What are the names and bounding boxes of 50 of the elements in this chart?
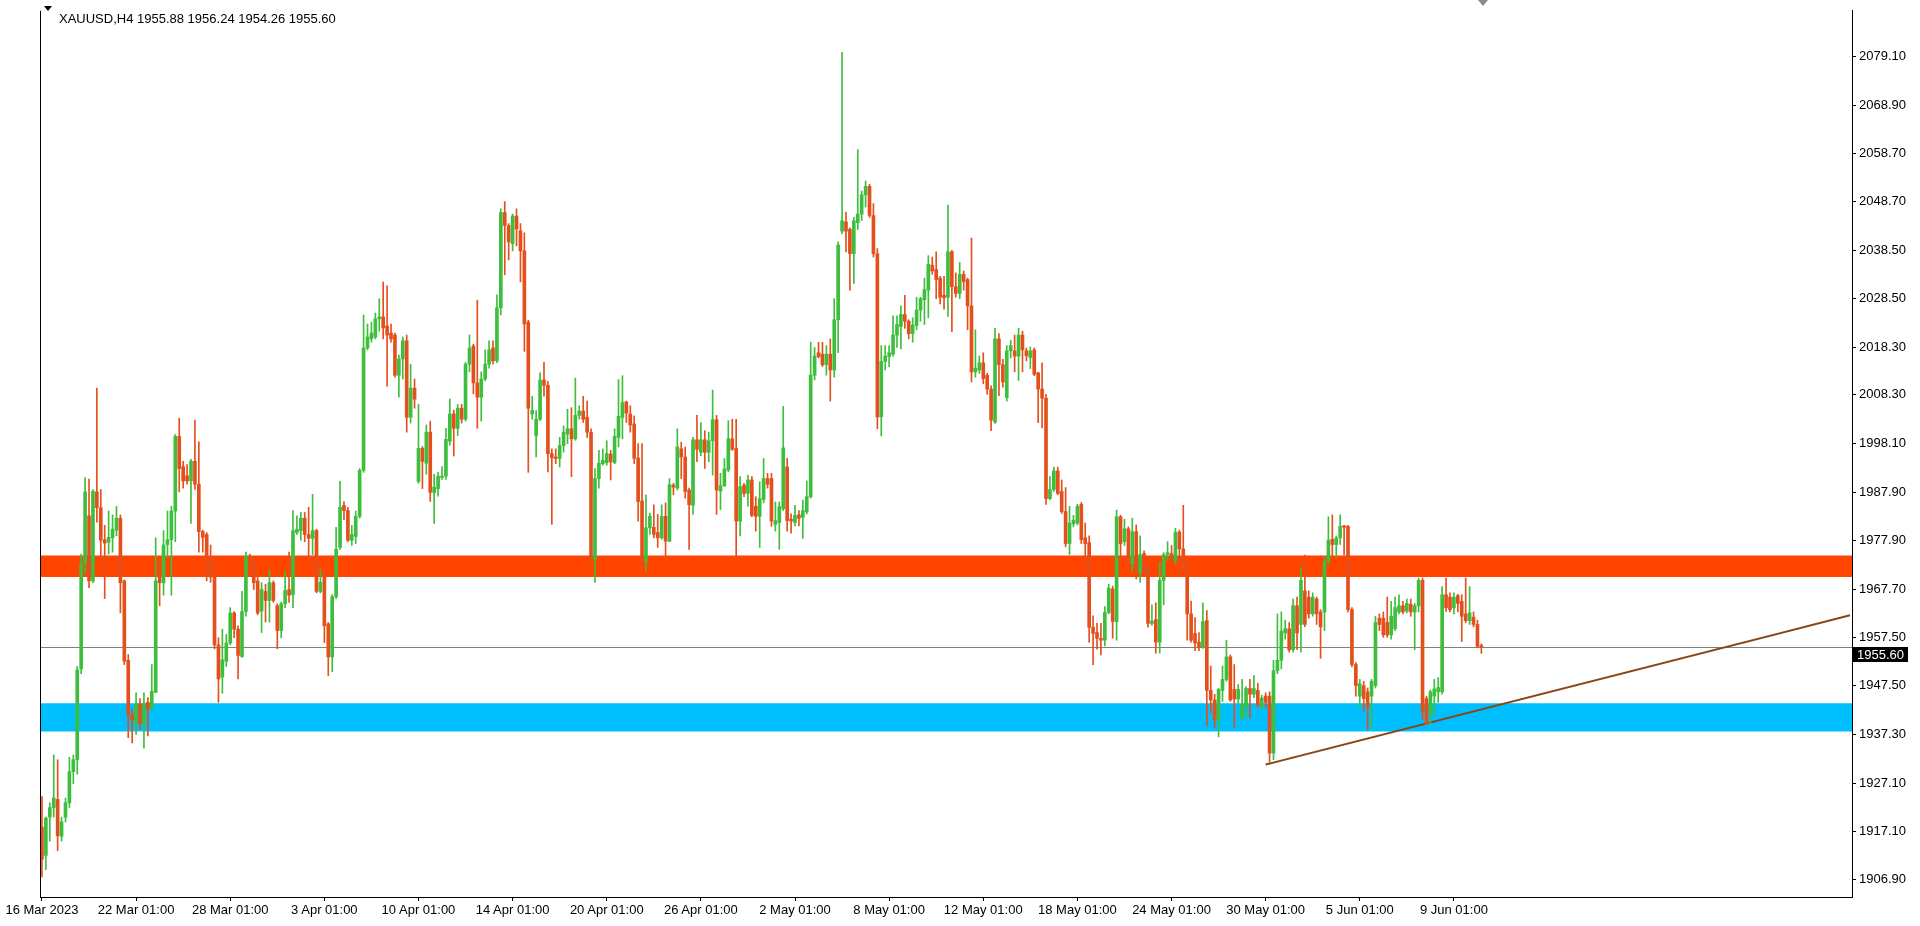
ref-line-label: 1955.60 xyxy=(1857,646,1904,662)
candlestick xyxy=(287,551,291,603)
x-tick-label: 24 May 01:00 xyxy=(1132,902,1211,918)
x-tick-label: 10 Apr 01:00 xyxy=(381,902,456,918)
x-tick-label: 9 Jun 01:00 xyxy=(1419,902,1488,918)
x-tick-label: 26 Apr 01:00 xyxy=(664,902,738,918)
candlestick xyxy=(475,299,480,429)
y-tick-label: 1906.90 xyxy=(1859,871,1906,887)
candlestick xyxy=(432,473,436,524)
x-tick-label: 16 Mar 2023 xyxy=(5,902,79,918)
x-tick-label: 20 Apr 01:00 xyxy=(569,902,644,918)
y-tick-label: 1937.30 xyxy=(1859,725,1906,741)
candlestick xyxy=(1330,514,1335,558)
candlestick xyxy=(385,285,389,387)
candlestick xyxy=(146,697,150,737)
y-tick-label: 2028.50 xyxy=(1859,289,1906,305)
y-tick-label: 1967.70 xyxy=(1859,580,1906,596)
candlestick xyxy=(942,275,946,310)
x-tick-label: 3 Apr 01:00 xyxy=(291,902,358,918)
y-tick-label: 2008.30 xyxy=(1859,386,1906,402)
y-tick-label: 1998.10 xyxy=(1859,435,1906,451)
y-tick-label: 2048.70 xyxy=(1859,193,1906,209)
candlestick xyxy=(840,52,844,234)
candlestick xyxy=(1099,623,1103,656)
y-tick-label: 2018.30 xyxy=(1859,338,1906,354)
y-tick-label: 1987.90 xyxy=(1859,483,1906,499)
x-tick-label: 12 May 01:00 xyxy=(943,902,1023,918)
candlestick xyxy=(1248,679,1252,719)
x-tick-label: 8 May 01:00 xyxy=(853,902,925,918)
y-tick-label: 1917.10 xyxy=(1859,822,1906,838)
y-tick-label: 2038.50 xyxy=(1859,241,1906,257)
x-tick-label: 28 Mar 01:00 xyxy=(191,902,269,918)
candlestick xyxy=(934,251,939,300)
x-tick-label: 22 Mar 01:00 xyxy=(97,902,175,918)
y-tick-label: 1977.90 xyxy=(1859,531,1906,547)
y-tick-label: 2079.10 xyxy=(1859,47,1906,63)
x-tick-label: 5 Jun 01:00 xyxy=(1325,902,1394,918)
y-tick-label: 1927.10 xyxy=(1859,774,1906,790)
y-tick-label: 2058.70 xyxy=(1859,145,1906,161)
y-tick-label: 2068.90 xyxy=(1859,96,1906,112)
x-tick-label: 2 May 01:00 xyxy=(759,902,831,918)
chart-title: XAUUSD,H4 1955.88 1956.24 1954.26 1955.60 xyxy=(59,11,336,27)
y-tick-label: 1947.50 xyxy=(1859,677,1906,693)
candlestick xyxy=(695,415,699,463)
candlestick xyxy=(502,201,507,276)
y-tick-label: 1957.50 xyxy=(1859,629,1906,645)
x-tick-label: 30 May 01:00 xyxy=(1226,902,1306,918)
x-tick-label: 18 May 01:00 xyxy=(1038,902,1117,918)
x-tick-label: 14 Apr 01:00 xyxy=(475,902,550,918)
candlestick xyxy=(1150,604,1154,626)
